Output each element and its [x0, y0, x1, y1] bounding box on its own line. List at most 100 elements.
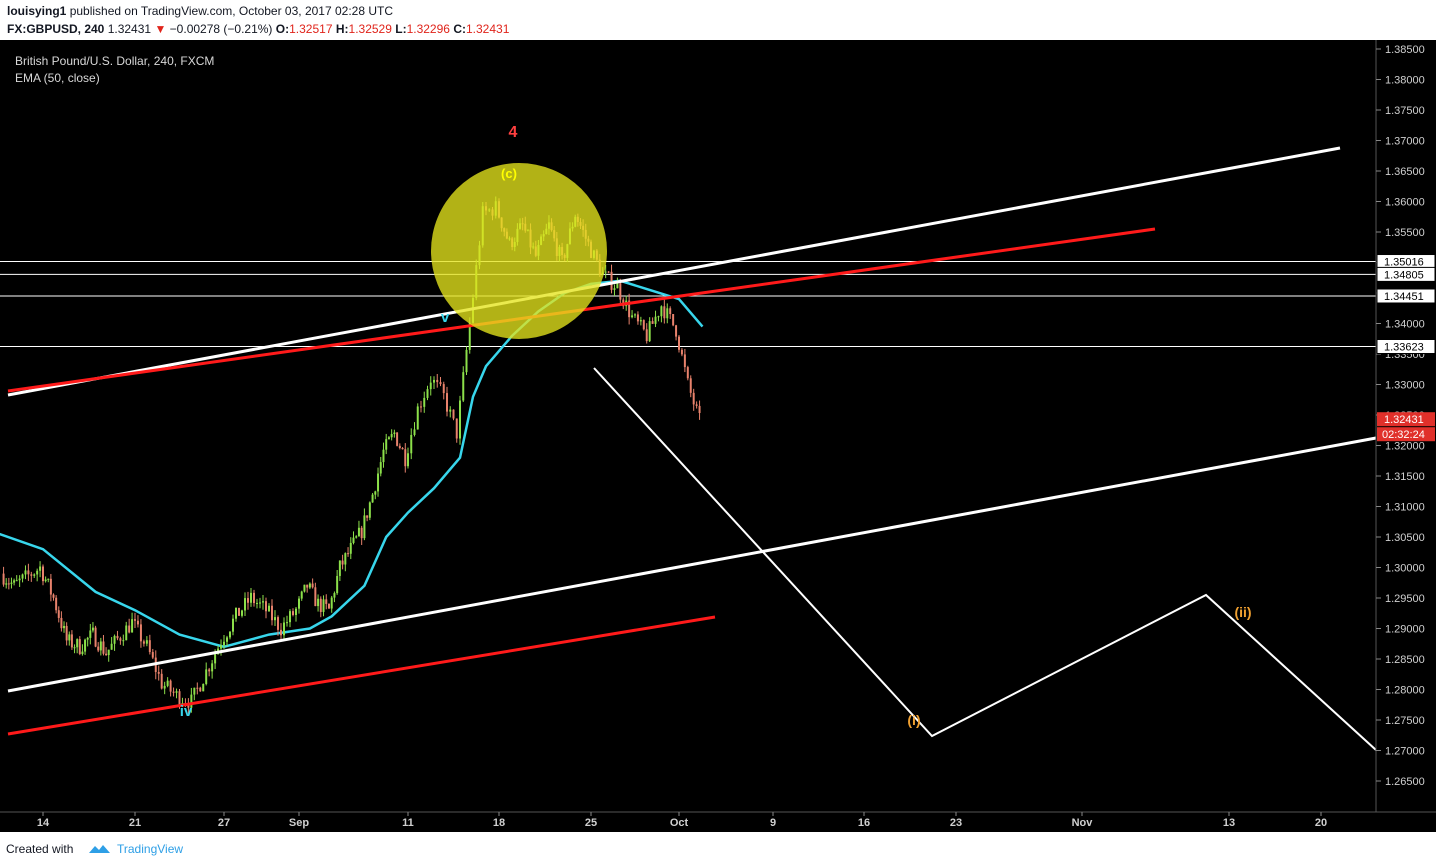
candle-body — [57, 610, 60, 618]
publish-line: louisying1 published on TradingView.com,… — [7, 4, 393, 18]
candle-body — [238, 607, 240, 616]
candle-body — [452, 409, 455, 419]
price-tick-label: 1.29500 — [1385, 593, 1425, 605]
candle-body — [44, 579, 47, 582]
candle-body — [371, 494, 374, 503]
price-tick-label: 1.35500 — [1385, 227, 1425, 239]
candle-body — [2, 573, 5, 585]
down-arrow-icon: ▼ — [154, 22, 167, 36]
price-tick-label: 1.31000 — [1385, 502, 1425, 514]
lower-channel-line-white — [7, 436, 1377, 693]
candle-body — [468, 322, 471, 350]
candle-body — [78, 639, 81, 655]
candle-body — [226, 637, 228, 642]
candle-body — [634, 314, 636, 316]
price-chart[interactable]: 4 (c) v iv (i) (ii) British Pound/U.S. Dollar… — [0, 40, 1436, 832]
lower-channel-line-red — [7, 615, 716, 736]
wave-label: iv — [180, 703, 193, 720]
candle-body — [298, 598, 300, 609]
candle-body — [190, 694, 193, 708]
candle-body — [433, 379, 435, 383]
header-bar: louisying1 published on TradingView.com,… — [0, 0, 1436, 40]
candle-body — [442, 384, 445, 394]
candle-body — [214, 654, 217, 664]
candle-body — [131, 619, 134, 633]
candle-body — [187, 703, 190, 708]
candle-body — [232, 618, 234, 632]
plot-area[interactable] — [0, 40, 1376, 812]
candle-body — [110, 643, 113, 650]
price-tick-label: 1.36500 — [1385, 166, 1425, 178]
change-value: −0.00278 (−0.21%) — [169, 22, 273, 36]
candle-body — [355, 536, 358, 538]
countdown-tag — [1377, 427, 1435, 442]
candle-body — [429, 382, 432, 390]
candle-body — [689, 378, 692, 393]
candle-body — [166, 680, 169, 686]
level-tag — [1376, 266, 1436, 282]
candle-body — [286, 622, 288, 624]
candle-body — [325, 599, 328, 604]
time-axis[interactable] — [0, 812, 1436, 832]
open-label: O: — [275, 22, 290, 36]
time-tick-label: 16 — [858, 817, 870, 829]
candle-body — [341, 560, 344, 565]
candle-body — [70, 634, 73, 648]
level-tag-label: 1.34451 — [1384, 291, 1424, 303]
candle-body — [338, 560, 341, 576]
candle-body — [616, 283, 619, 289]
level-tag-label: 1.33623 — [1384, 341, 1424, 353]
candle-body — [119, 638, 122, 641]
candle-body — [30, 574, 33, 576]
candle-body — [283, 622, 285, 636]
candle-body — [229, 631, 231, 638]
candle-body — [94, 627, 97, 647]
candle-body — [102, 641, 105, 654]
candle-body — [42, 566, 44, 582]
candle-body — [208, 669, 211, 672]
tradingview-brand-link[interactable]: TradingView — [117, 842, 184, 856]
candle-body — [683, 354, 686, 368]
high-label: H: — [335, 22, 349, 36]
candle-body — [352, 537, 355, 543]
candle-body — [465, 349, 468, 373]
candle-body — [13, 580, 16, 583]
candle-body — [648, 321, 651, 342]
price-tick-label: 1.38000 — [1385, 75, 1425, 87]
time-tick-label: 9 — [770, 817, 776, 829]
candle-body — [401, 447, 404, 450]
candle-body — [327, 603, 330, 609]
candle-body — [377, 473, 380, 492]
footer-bar: Created with TradingView — [0, 832, 1436, 866]
candle-body — [134, 619, 136, 621]
candle-body — [250, 592, 252, 603]
candle-body — [322, 599, 325, 612]
tradingview-logo-icon — [89, 845, 110, 853]
publish-text: published on TradingView.com, October 03… — [69, 4, 393, 18]
candle-body — [160, 673, 163, 689]
candle-body — [385, 439, 388, 450]
wave-label: v — [441, 309, 450, 326]
candle-body — [379, 462, 382, 474]
candle-body — [139, 624, 142, 642]
candle-body — [202, 683, 205, 692]
high-value: 1.32529 — [348, 22, 392, 36]
candle-body — [97, 646, 100, 651]
candle-body — [680, 349, 683, 355]
candle-body — [196, 687, 199, 689]
candle-body — [336, 575, 339, 594]
price-tick-label: 1.30000 — [1385, 563, 1425, 575]
candle-body — [631, 315, 634, 318]
candle-body — [695, 404, 698, 406]
time-tick-label: Nov — [1072, 817, 1094, 829]
last-price: 1.32431 — [107, 22, 152, 36]
candle-body — [136, 620, 139, 625]
candle-body — [416, 406, 419, 430]
candle-body — [311, 583, 314, 588]
candle-body — [18, 578, 21, 581]
candle-body — [413, 429, 416, 435]
author-link[interactable]: louisying1 — [7, 4, 67, 18]
time-tick-label: 20 — [1315, 817, 1327, 829]
last-price-label: 1.32431 — [1384, 414, 1424, 426]
legend-indicator: EMA (50, close) — [15, 71, 100, 85]
